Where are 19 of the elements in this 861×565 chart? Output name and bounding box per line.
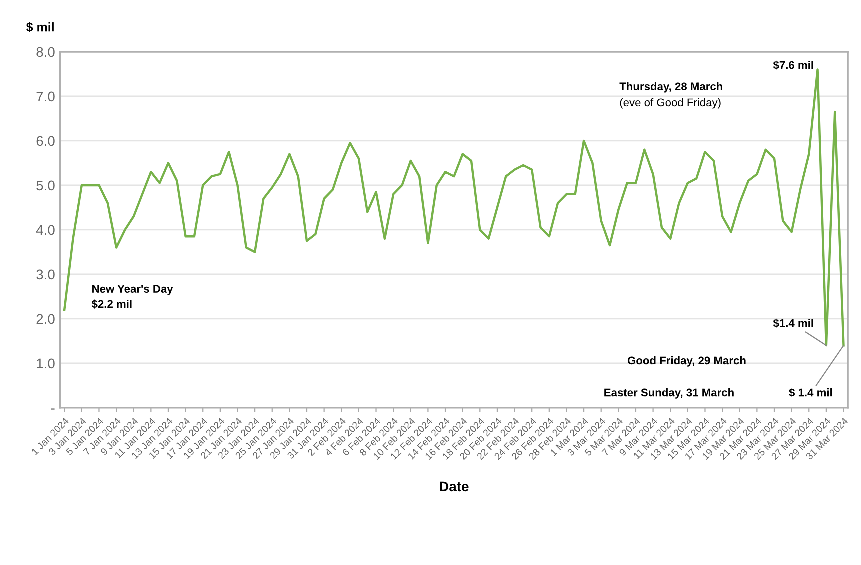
- annotation: $7.6 mil: [773, 60, 814, 70]
- annotation: $ 1.4 mil: [789, 388, 832, 398]
- y-tick-label: 3.0: [36, 270, 55, 280]
- annotation: Easter Sunday, 31 March: [604, 388, 734, 399]
- y-tick-label: 6.0: [36, 136, 55, 146]
- annotation: Thursday, 28 March (eve of Good Friday): [620, 82, 722, 109]
- annotation: Good Friday, 29 March: [628, 356, 746, 367]
- annotation: $1.4 mil: [773, 318, 814, 328]
- line-series: [63, 68, 845, 347]
- y-tick-label: 7.0: [36, 92, 55, 102]
- y-tick-label: 2.0: [36, 314, 55, 324]
- y-tick-label: 1.0: [37, 358, 55, 369]
- y-tick-label: -: [51, 408, 55, 410]
- y-tick-label: 4.0: [36, 225, 55, 236]
- y-tick-label: 8.0: [36, 47, 55, 58]
- x-axis-title: Date: [440, 482, 469, 492]
- y-tick-label: 5.0: [36, 180, 55, 191]
- y-axis-title: $ mil: [26, 22, 54, 33]
- annotation: New Year's Day $2.2 mil: [92, 285, 174, 309]
